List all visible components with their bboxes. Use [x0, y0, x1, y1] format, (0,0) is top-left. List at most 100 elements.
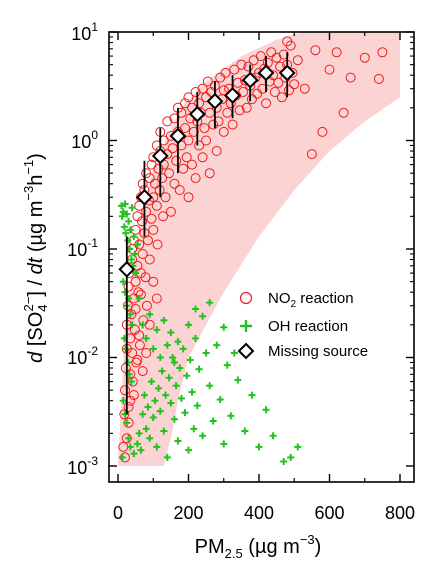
oh-point [153, 443, 161, 451]
oh-point [169, 354, 177, 361]
no2-point [141, 206, 152, 217]
no2-point [134, 330, 145, 341]
oh-point [142, 425, 150, 433]
no2-point [132, 354, 143, 365]
oh-point [133, 440, 141, 448]
oh-point [186, 356, 194, 364]
no2-point [158, 135, 169, 146]
no2-point [130, 304, 141, 314]
y-axis-title: d [SO42−] / dt (µg m−3h−1) [21, 153, 50, 363]
missing-point [169, 127, 187, 145]
no2-point [128, 390, 139, 401]
legend-no2-label: NO2 reaction [268, 290, 354, 310]
no2-point [144, 254, 155, 265]
no2-point [243, 61, 254, 72]
oh-point [119, 278, 127, 286]
oh-point [118, 453, 126, 461]
no2-point [317, 126, 328, 137]
oh-point [162, 391, 170, 399]
oh-point [132, 269, 140, 277]
no2-point [183, 92, 194, 103]
missing-point [278, 64, 296, 82]
oh-point [183, 372, 191, 380]
oh-point [120, 223, 128, 231]
oh-point [155, 384, 163, 392]
y-tick-label: 10-3 [67, 454, 98, 478]
no2-point [169, 178, 180, 189]
no2-point [188, 126, 199, 137]
oh-point [119, 208, 127, 216]
no2-point [345, 72, 356, 83]
oh-point [124, 236, 132, 244]
oh-point [130, 450, 138, 458]
no2-point [176, 140, 187, 151]
oh-point [199, 432, 207, 440]
oh-point [163, 453, 171, 461]
oh-point [167, 399, 175, 407]
oh-point [137, 446, 145, 454]
model-range-band [118, 32, 400, 466]
oh-point [177, 394, 185, 402]
oh-point [142, 334, 150, 342]
oh-point [176, 364, 184, 372]
oh-point [269, 432, 277, 440]
no2-point [227, 119, 238, 130]
oh-point [174, 437, 182, 445]
oh-point [174, 338, 182, 346]
oh-point [156, 407, 164, 415]
oh-point [165, 374, 173, 382]
no2-point [137, 366, 148, 377]
oh-point [146, 434, 154, 442]
no2-point [292, 55, 303, 66]
no2-point [183, 192, 194, 203]
oh-point [123, 419, 131, 427]
oh-point [128, 204, 136, 212]
no2-point [141, 348, 152, 358]
oh-point [220, 323, 228, 331]
no2-point [146, 213, 157, 224]
missing-point [151, 147, 169, 165]
no2-point [130, 276, 141, 287]
axes [109, 31, 414, 482]
oh-point [220, 440, 228, 448]
legend: NO2 reaction OH reaction Missing source [237, 290, 368, 360]
no2-point [213, 116, 224, 127]
missing-source-series [118, 52, 296, 415]
model-range-area [118, 32, 400, 466]
oh-point [262, 406, 270, 414]
no2-point [278, 49, 289, 60]
no2-point [165, 206, 176, 217]
y-tick-label: 100 [71, 128, 98, 152]
no2-point [284, 85, 294, 96]
oh-point [149, 345, 157, 353]
oh-point [188, 388, 196, 396]
oh-point [126, 310, 134, 318]
oh-point [121, 200, 129, 208]
no2-point [271, 52, 282, 63]
y-tick-label: 101 [71, 20, 98, 44]
oh-point [160, 427, 168, 435]
oh-point [128, 321, 136, 329]
no2-point [158, 211, 169, 222]
no2-point [190, 173, 201, 184]
x-tick-label: 600 [314, 503, 344, 523]
oh-point [127, 378, 135, 386]
no2-point [157, 173, 168, 184]
no2-point [220, 67, 231, 78]
no2-point [180, 123, 190, 134]
oh-point [206, 299, 214, 307]
oh-point [124, 358, 132, 366]
no2-point [211, 146, 222, 156]
legend-missing-label: Missing source [268, 343, 368, 360]
oh-point [170, 358, 178, 366]
no2-point [234, 105, 245, 116]
oh-point [163, 341, 171, 349]
oh-point [248, 391, 256, 399]
oh-point [126, 226, 134, 234]
y-tick-label: 10-1 [67, 236, 98, 260]
no2-point [141, 168, 152, 179]
oh-point [119, 397, 127, 405]
oh-point [140, 391, 148, 399]
legend-no2-marker [239, 291, 253, 305]
